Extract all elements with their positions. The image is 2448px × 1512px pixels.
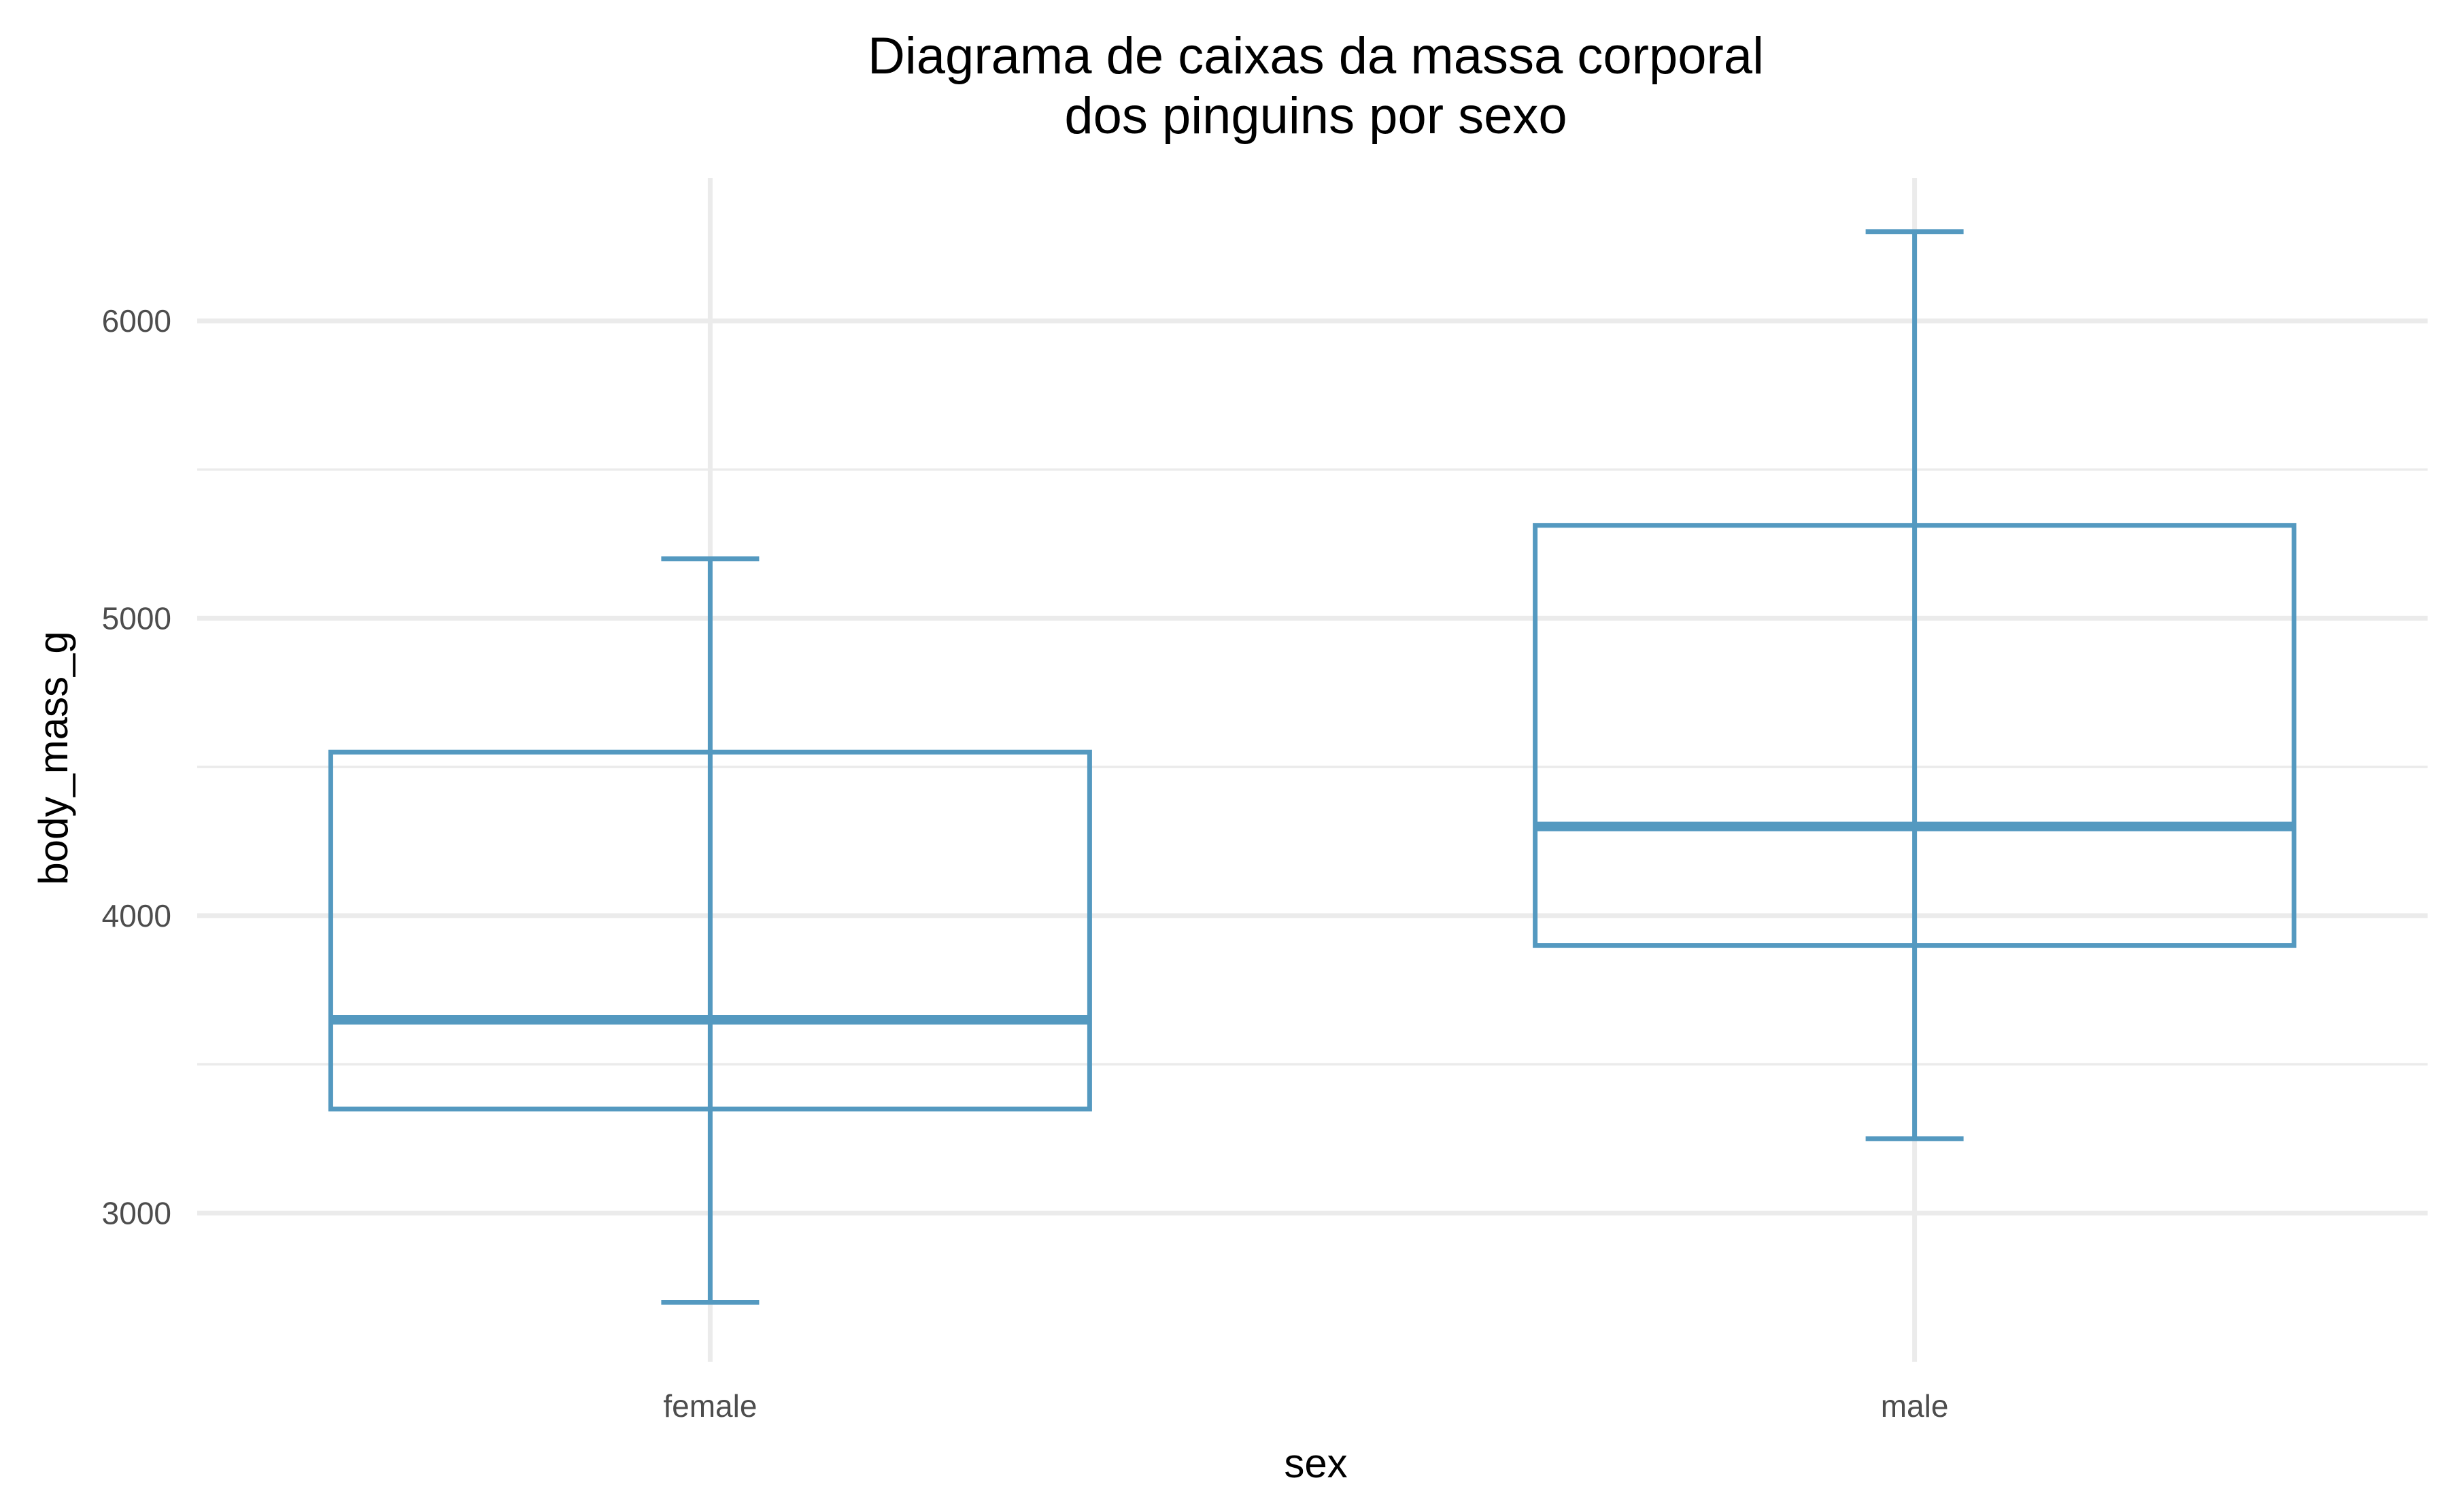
y-tick-label-3: 6000 bbox=[102, 303, 171, 339]
chart-title-line-2: dos pinguins por sexo bbox=[1064, 87, 1567, 145]
box-rect-female bbox=[328, 749, 1092, 1112]
x-tick-label-female: female bbox=[663, 1388, 757, 1424]
box-female bbox=[328, 556, 1092, 1305]
y-tick-label-0: 3000 bbox=[102, 1195, 171, 1231]
box-rect-male bbox=[1533, 523, 2297, 948]
y-tick-label-2: 5000 bbox=[102, 600, 171, 636]
grid-lines bbox=[197, 178, 2428, 1362]
boxes bbox=[328, 229, 2297, 1305]
chart-title-line-1: Diagrama de caixas da massa corporal bbox=[868, 27, 1764, 85]
box-male bbox=[1533, 229, 2297, 1141]
y-axis-title: body_mass_g bbox=[31, 631, 76, 885]
tick-labels: 3000 4000 5000 6000 female male bbox=[102, 303, 1949, 1424]
y-tick-label-1: 4000 bbox=[102, 898, 171, 933]
x-tick-label-male: male bbox=[1881, 1388, 1949, 1424]
x-axis-title: sex bbox=[1284, 1441, 1347, 1486]
